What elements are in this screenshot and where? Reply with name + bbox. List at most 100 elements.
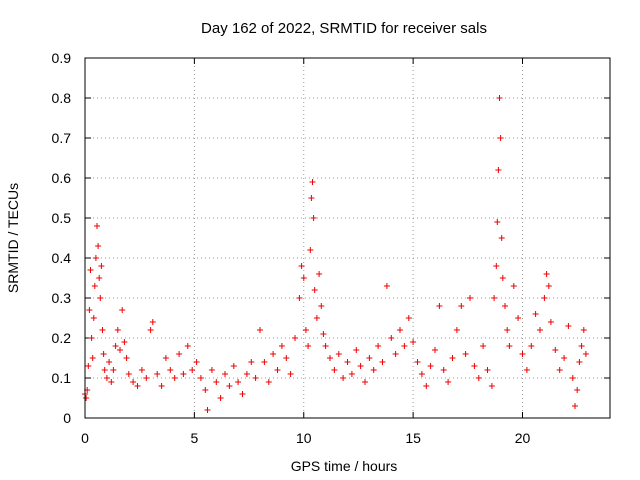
data-point xyxy=(561,355,568,361)
data-point xyxy=(499,275,506,281)
data-point xyxy=(335,351,342,357)
data-point xyxy=(230,363,237,369)
data-point xyxy=(427,363,434,369)
data-point xyxy=(261,359,268,365)
data-point xyxy=(130,379,137,385)
data-point xyxy=(432,347,438,353)
data-point xyxy=(578,343,585,349)
data-point xyxy=(494,219,501,225)
data-point xyxy=(171,375,178,381)
y-tick-label: 0.8 xyxy=(52,90,72,106)
data-point xyxy=(537,327,543,333)
data-point xyxy=(213,379,220,385)
data-point xyxy=(458,303,465,309)
x-tick-label: 10 xyxy=(296,430,312,446)
data-point xyxy=(83,395,90,401)
data-point xyxy=(87,267,94,273)
data-point xyxy=(547,319,554,325)
data-point xyxy=(357,363,364,369)
y-tick-label: 0.1 xyxy=(52,370,72,386)
data-point xyxy=(217,395,224,401)
data-point xyxy=(189,367,196,373)
x-axis-label: GPS time / hours xyxy=(291,458,398,474)
data-point xyxy=(106,359,113,365)
data-point xyxy=(440,367,447,373)
data-point xyxy=(134,383,141,389)
data-point xyxy=(235,379,242,385)
data-point xyxy=(556,367,563,373)
data-point xyxy=(292,335,298,341)
data-point xyxy=(149,319,156,325)
data-point xyxy=(405,315,412,321)
data-point xyxy=(101,367,108,373)
data-point xyxy=(418,371,425,377)
data-point xyxy=(162,355,169,361)
plot-frame xyxy=(84,57,611,419)
data-point xyxy=(504,327,511,333)
data-point xyxy=(498,235,505,241)
data-point xyxy=(496,95,503,101)
data-point xyxy=(143,375,150,381)
data-point xyxy=(184,343,191,349)
data-point xyxy=(147,327,154,333)
data-point xyxy=(519,351,526,357)
data-point xyxy=(543,271,550,277)
data-point xyxy=(90,315,97,321)
data-point xyxy=(117,347,123,353)
x-tick-label: 15 xyxy=(405,430,421,446)
data-point xyxy=(305,343,312,349)
data-point xyxy=(582,351,589,357)
data-point xyxy=(257,327,263,333)
data-point xyxy=(94,223,100,229)
data-point xyxy=(383,283,390,289)
data-point xyxy=(569,375,576,381)
data-point xyxy=(528,343,535,349)
data-point xyxy=(392,351,399,357)
data-point xyxy=(580,327,587,333)
data-point xyxy=(176,351,183,357)
data-point xyxy=(158,383,165,389)
data-point xyxy=(298,263,305,269)
data-point xyxy=(348,371,355,377)
data-point xyxy=(154,371,161,377)
data-point xyxy=(85,363,92,369)
data-point xyxy=(545,283,552,289)
data-point xyxy=(308,195,315,201)
data-point xyxy=(366,355,373,361)
data-point xyxy=(108,379,115,385)
data-point xyxy=(462,351,469,357)
data-point xyxy=(331,367,338,373)
data-point xyxy=(100,351,107,357)
y-tick-label: 0.9 xyxy=(52,50,72,66)
y-tick-label: 0.6 xyxy=(52,170,72,186)
data-point xyxy=(375,343,382,349)
data-point xyxy=(495,167,502,173)
data-point xyxy=(180,371,187,377)
chart-title: Day 162 of 2022, SRMTID for receiver sal… xyxy=(201,20,487,37)
data-point xyxy=(138,367,145,373)
data-point xyxy=(502,303,508,309)
data-point xyxy=(445,379,452,385)
data-point xyxy=(123,355,130,361)
data-point xyxy=(453,327,460,333)
data-point xyxy=(119,307,126,313)
data-point xyxy=(491,295,498,301)
data-point xyxy=(86,307,93,313)
data-point xyxy=(197,375,204,381)
data-point xyxy=(362,379,368,385)
data-point xyxy=(95,243,102,249)
data-point xyxy=(96,275,103,281)
data-point xyxy=(313,315,320,321)
data-point xyxy=(401,343,408,349)
data-point xyxy=(98,263,105,269)
data-point xyxy=(340,375,347,381)
data-point xyxy=(565,323,572,329)
data-point xyxy=(532,311,539,317)
data-point xyxy=(296,295,303,301)
data-point xyxy=(248,359,255,365)
data-point xyxy=(353,347,360,353)
data-point xyxy=(89,355,96,361)
data-point xyxy=(110,367,117,373)
data-point xyxy=(302,327,309,333)
